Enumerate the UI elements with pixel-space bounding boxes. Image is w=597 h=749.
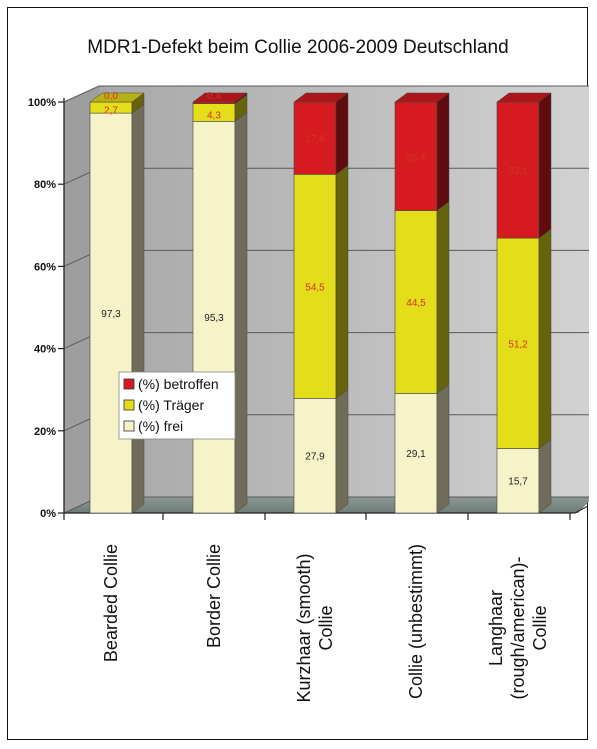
x-category-label: Collie — [316, 605, 336, 650]
legend-label: (%) Träger — [138, 397, 204, 413]
gridline — [63, 85, 589, 103]
x-category-label: Collie — [530, 605, 550, 650]
data-label: 97,3 — [101, 309, 121, 320]
legend-label: (%) frei — [138, 418, 183, 434]
data-label: 51,2 — [508, 339, 528, 350]
legend-swatch — [123, 420, 135, 432]
data-label: 29,1 — [406, 449, 426, 460]
bar-segment-frei — [89, 112, 133, 514]
data-label: 15,7 — [508, 477, 528, 488]
bar-segment-frei-side — [234, 111, 248, 514]
data-label: 33,1 — [508, 166, 528, 177]
bar-segment-betroffen — [394, 101, 438, 211]
x-category-label: Kurzhaar (smooth) — [294, 553, 314, 702]
data-label: 0,4 — [207, 91, 221, 102]
bar-segment-betroffen-side — [335, 92, 349, 175]
legend-swatch — [123, 399, 135, 411]
bar-segment-betroffen — [293, 101, 337, 175]
bar-segment-frei — [394, 393, 438, 514]
bar-segment-traeger-side — [436, 201, 450, 394]
data-label: 54,5 — [305, 282, 325, 293]
data-label: 26,4 — [406, 152, 426, 163]
bar-segment-frei-side — [538, 438, 552, 514]
bar-segment-betroffen-side — [436, 92, 450, 212]
bar-top-face — [89, 92, 145, 103]
bar-segment-traeger — [394, 210, 438, 394]
data-label: 2,7 — [104, 106, 118, 117]
y-tick-label: 80% — [34, 179, 56, 191]
bar-segment-frei-side — [436, 383, 450, 514]
data-label: 95,3 — [204, 313, 224, 324]
legend-label: (%) betroffen — [138, 376, 219, 392]
bar-top-face — [293, 92, 349, 103]
legend-swatch — [123, 378, 135, 390]
legend-box — [118, 371, 236, 440]
x-category-label: Collie (unbestimmt) — [406, 544, 426, 699]
bar-segment-frei-side — [335, 388, 349, 514]
y-tick-label: 20% — [34, 426, 56, 438]
y-tick-label: 60% — [34, 261, 56, 273]
bar-top-face — [394, 92, 450, 103]
bar-segment-traeger-side — [335, 164, 349, 399]
x-category-label: Border Collie — [204, 544, 224, 648]
bar-segment-traeger-side — [538, 228, 552, 449]
data-label: 0,0 — [104, 91, 118, 102]
chart-title: MDR1-Defekt beim Collie 2006-2009 Deutsc… — [87, 37, 508, 58]
bar-segment-betroffen — [496, 101, 540, 239]
chart-frame: MDR1-Defekt beim Collie 2006-2009 Deutsc… — [7, 7, 589, 740]
y-tick-label: 40% — [34, 344, 56, 356]
data-label: 17,6 — [305, 134, 325, 145]
data-label: 44,5 — [406, 298, 426, 309]
legend: (%) betroffen (%) Träger (%) frei — [118, 371, 236, 440]
plot-area: 0% 20% 40% 60% 80% 100% 97,3 2,7 0,0 95,3 4,3 0,4 27… — [28, 85, 589, 703]
y-tick-label: 100% — [28, 97, 56, 109]
bar-segment-frei-side — [131, 103, 145, 514]
data-label: 27,9 — [305, 452, 325, 463]
bar-top-face — [192, 92, 248, 103]
stacked-bar-chart: MDR1-Defekt beim Collie 2006-2009 Deutsc… — [28, 37, 589, 703]
x-category-label: (rough/american)- — [508, 556, 528, 699]
bar-top-face — [496, 92, 552, 103]
bar-segment-frei — [192, 121, 236, 514]
x-axis-end — [574, 505, 589, 514]
y-tick-label: 0% — [40, 508, 56, 520]
x-category-label: Bearded Collie — [101, 544, 121, 662]
bar-segment-traeger — [496, 237, 540, 449]
bar-segment-betroffen-side — [538, 92, 552, 239]
x-category-label: Langhaar — [486, 590, 506, 666]
data-label: 4,3 — [207, 110, 221, 121]
